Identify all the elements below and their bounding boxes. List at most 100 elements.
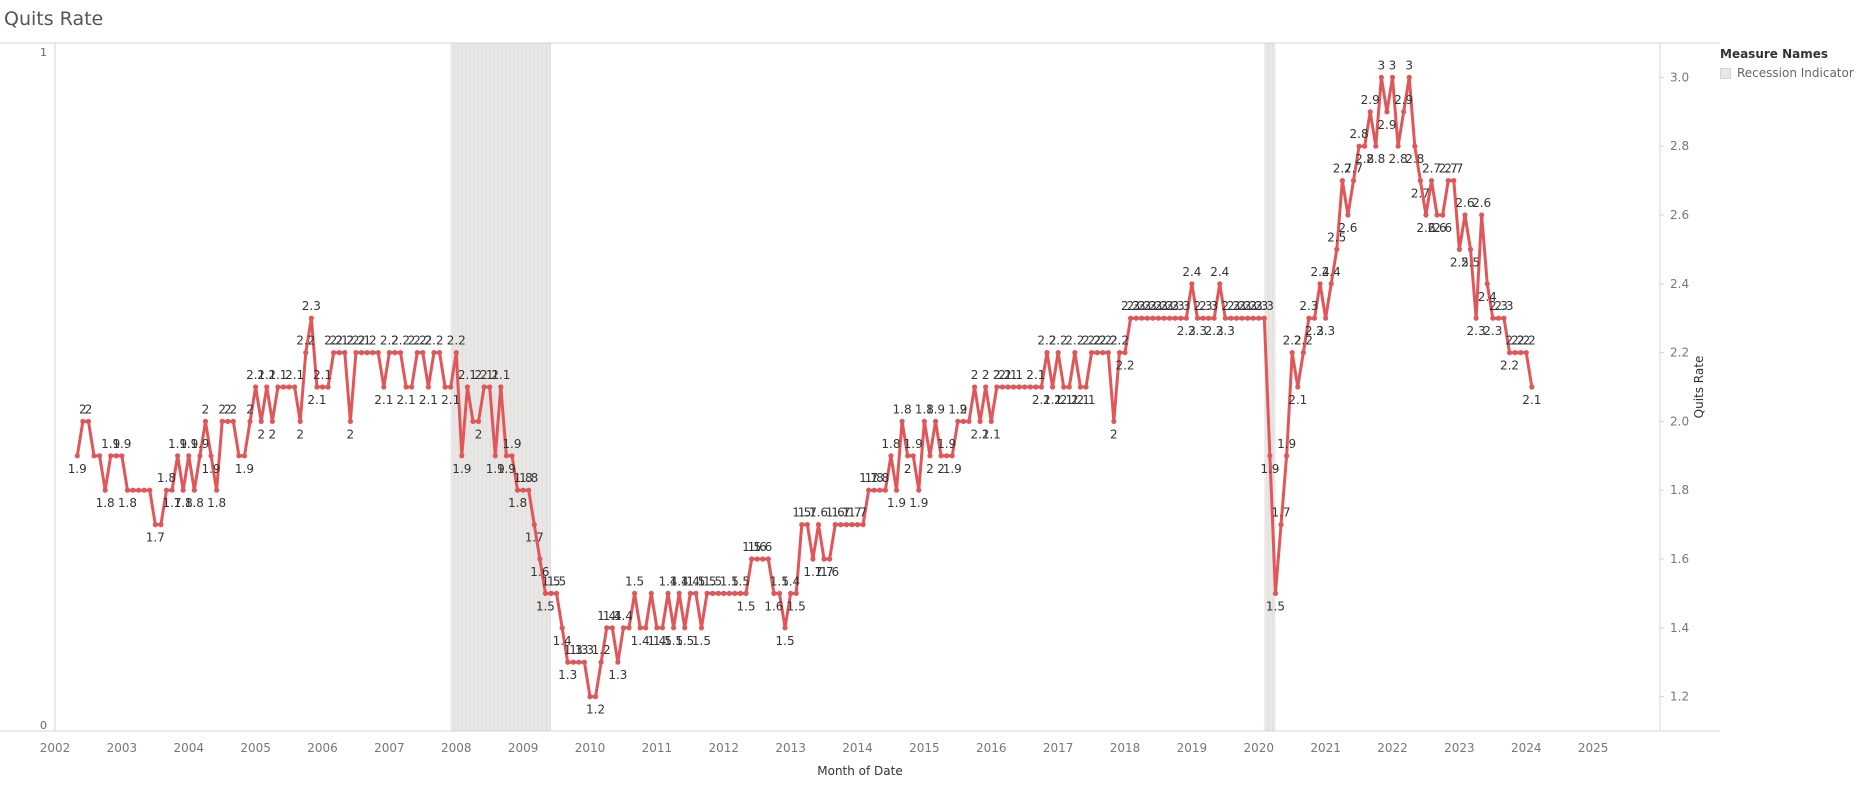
data-label: 2.1 — [458, 368, 477, 382]
data-point — [910, 453, 916, 459]
data-point — [1512, 350, 1518, 356]
data-label: 1.8 — [508, 496, 527, 510]
data-label: 1.7 — [831, 506, 850, 520]
data-label: 2.3 — [1494, 299, 1513, 313]
data-label: 1.9 — [486, 462, 505, 476]
data-point — [1172, 315, 1178, 321]
data-label: 1.5 — [625, 574, 644, 588]
data-label: 1.5 — [1266, 599, 1285, 613]
data-label: 2 — [971, 368, 979, 382]
data-label: 2.1 — [480, 368, 499, 382]
data-label: 2 — [937, 462, 945, 476]
data-label: 2.2 — [335, 334, 354, 348]
data-point — [386, 350, 392, 356]
data-point — [1490, 315, 1496, 321]
data-point — [537, 556, 543, 562]
data-point — [1127, 315, 1134, 321]
data-label: 2.1 — [441, 393, 460, 407]
data-point — [342, 350, 348, 356]
x-tick-label: 2023 — [1444, 741, 1475, 755]
data-label: 2.1 — [1076, 393, 1095, 407]
x-tick-label: 2004 — [173, 741, 204, 755]
data-point — [581, 659, 588, 665]
data-label: 2.1 — [330, 334, 349, 348]
data-label: 2.3 — [1177, 324, 1196, 338]
axes-layer: 0 1 1.2 1.4 1.6 1.8 2.0 2.2 2.4 2.6 2.8 3.0 Quits Ra… — [40, 46, 1706, 778]
data-point — [503, 453, 510, 459]
data-point — [91, 453, 97, 459]
data-label: 2 — [926, 462, 934, 476]
data-point — [676, 590, 682, 597]
data-label: 1.4 — [597, 609, 616, 623]
y-tick-label: 2.6 — [1670, 208, 1689, 222]
data-point — [147, 487, 153, 493]
data-point — [158, 522, 164, 528]
data-label: 2.1 — [285, 368, 304, 382]
data-point — [988, 418, 994, 424]
data-label: 1.5 — [547, 574, 566, 588]
data-point — [1161, 315, 1167, 321]
data-point — [169, 487, 175, 493]
data-point — [1016, 384, 1022, 390]
data-point — [436, 350, 443, 356]
data-label: 1.9 — [1260, 462, 1279, 476]
data-point — [1245, 315, 1251, 321]
data-point — [1278, 522, 1284, 528]
data-point — [1412, 143, 1418, 149]
data-point — [1284, 453, 1290, 459]
data-point — [1345, 212, 1351, 218]
data-label: 2.3 — [1249, 299, 1268, 313]
x-tick-label: 2007 — [374, 741, 405, 755]
data-label: 1.6 — [826, 506, 845, 520]
data-label: 1.9 — [452, 462, 471, 476]
data-label: 1.2 — [586, 703, 605, 717]
data-label: 2.1 — [1522, 393, 1541, 407]
data-point — [1467, 246, 1474, 252]
data-point — [453, 350, 459, 356]
data-label: 1.8 — [118, 496, 137, 510]
data-label: 2 — [230, 402, 238, 416]
data-point — [375, 350, 381, 356]
data-label: 2.4 — [1182, 265, 1201, 279]
data-point — [336, 350, 342, 356]
data-label: 1.9 — [497, 462, 516, 476]
data-label: 1.5 — [731, 574, 750, 588]
data-label: 2.3 — [1121, 299, 1140, 313]
series-layer — [74, 74, 1535, 700]
data-point — [509, 453, 515, 459]
data-label: 1.7 — [859, 471, 878, 485]
data-point — [905, 453, 911, 459]
data-label: 2.7 — [1411, 187, 1430, 201]
data-label: 1.9 — [502, 437, 521, 451]
data-label: 2.4 — [1322, 265, 1341, 279]
data-label: 2.6 — [1455, 196, 1474, 210]
data-point — [286, 384, 292, 390]
data-point — [1194, 315, 1201, 321]
data-label: 2.1 — [307, 393, 326, 407]
data-label: 2 — [475, 427, 483, 441]
legend-item-recession[interactable]: Recession Indicator — [1720, 66, 1854, 80]
data-point — [1072, 350, 1078, 356]
data-point — [810, 556, 816, 562]
data-label: 2.1 — [419, 393, 438, 407]
data-point — [1217, 281, 1223, 287]
data-label: 1.7 — [146, 531, 165, 545]
data-point — [442, 384, 448, 390]
data-label: 2.7 — [1439, 162, 1458, 176]
data-label: 2.6 — [1338, 221, 1357, 235]
data-label: 1.9 — [190, 437, 209, 451]
data-point — [643, 625, 649, 631]
data-point — [793, 590, 799, 597]
data-point — [687, 590, 693, 597]
data-label: 1.3 — [558, 668, 577, 682]
data-point — [403, 384, 409, 390]
data-point — [665, 590, 671, 597]
data-label: 1.8 — [865, 471, 884, 485]
data-label: 2.1 — [352, 334, 371, 348]
data-point — [788, 590, 794, 597]
data-point — [297, 418, 303, 424]
data-point — [615, 659, 621, 665]
data-label: 2.6 — [1433, 221, 1452, 235]
data-point — [1049, 384, 1056, 390]
x-tick-label: 2021 — [1310, 741, 1341, 755]
